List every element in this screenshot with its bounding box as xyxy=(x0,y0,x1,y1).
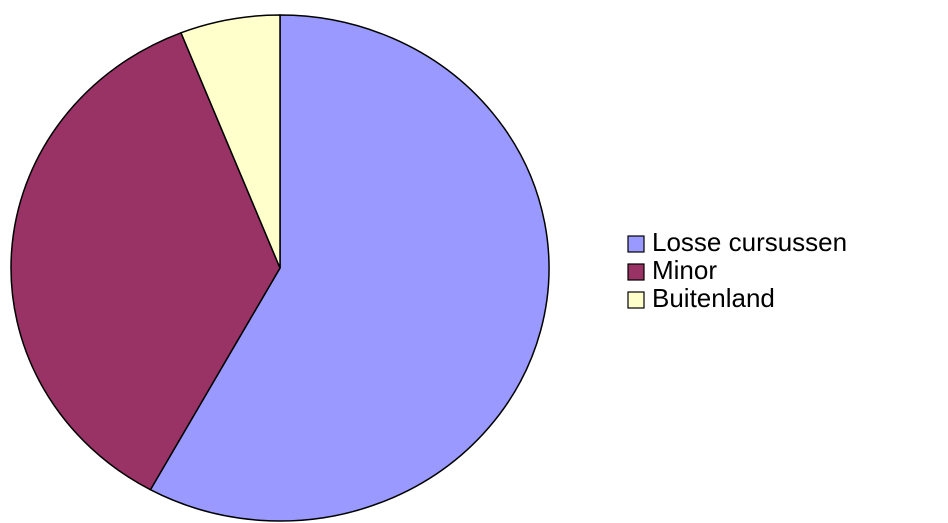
legend-swatch xyxy=(627,291,645,309)
pie-slice xyxy=(149,14,550,522)
legend-swatch xyxy=(627,235,645,253)
legend-label: Buitenland xyxy=(652,283,775,313)
pie-slice xyxy=(10,31,281,491)
legend-label: Minor xyxy=(652,255,717,285)
legend-label: Losse cursussen xyxy=(652,227,847,257)
legend-swatch xyxy=(627,263,645,281)
pie-slice xyxy=(179,14,281,269)
